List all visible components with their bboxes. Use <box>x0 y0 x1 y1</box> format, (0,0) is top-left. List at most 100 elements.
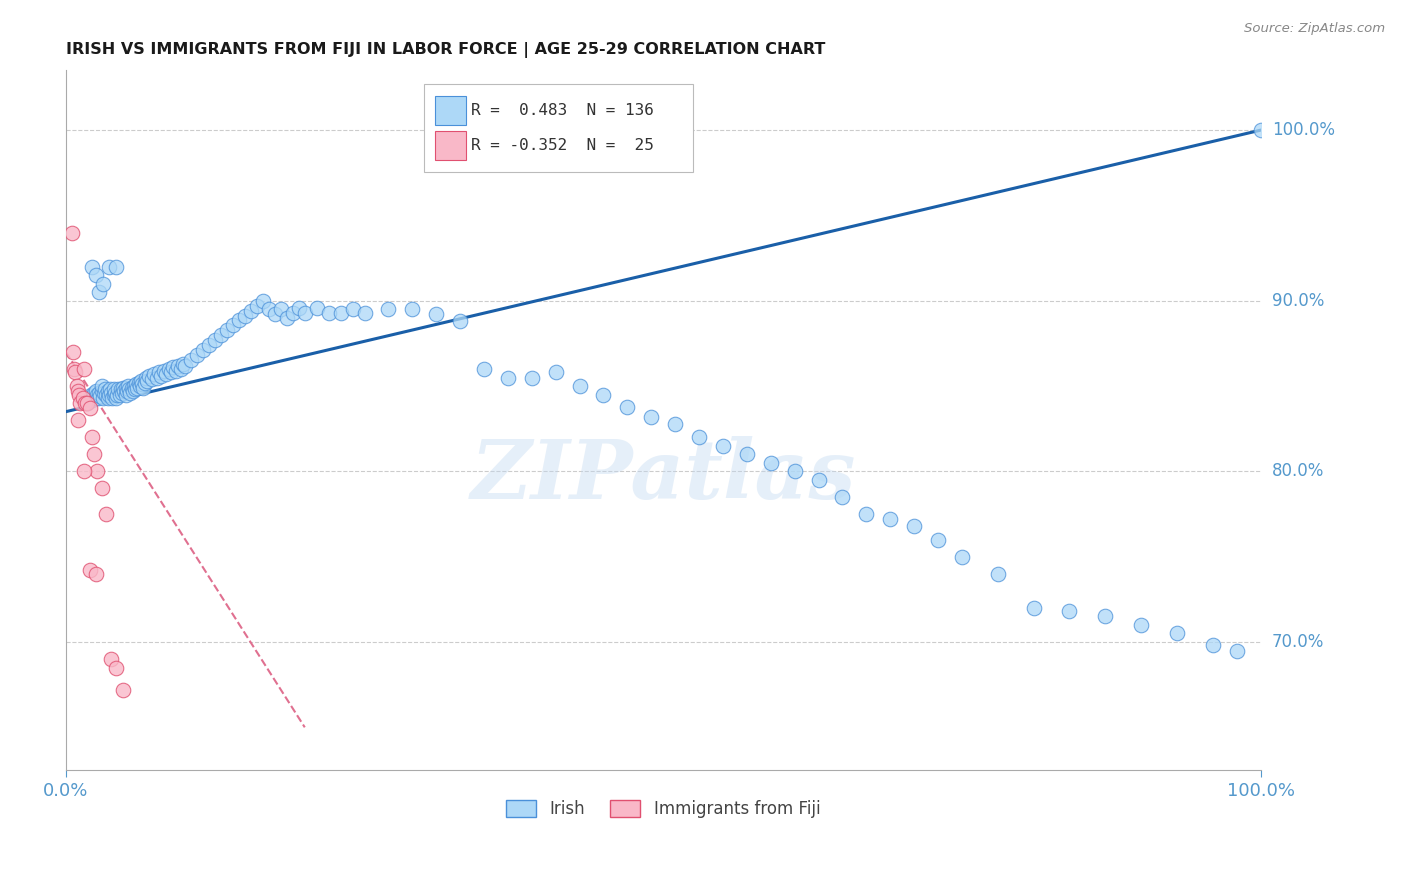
Point <box>1130 618 1153 632</box>
Point <box>281 306 304 320</box>
Text: 70.0%: 70.0% <box>1272 633 1324 651</box>
Point <box>66 413 89 427</box>
Point <box>145 370 167 384</box>
Point <box>96 507 118 521</box>
Point <box>377 302 399 317</box>
Text: 80.0%: 80.0% <box>1272 462 1324 481</box>
Point <box>783 464 806 478</box>
Point <box>342 302 364 317</box>
Point <box>950 549 973 564</box>
Point <box>82 260 104 274</box>
Point <box>62 345 84 359</box>
Point <box>1059 604 1081 618</box>
Point <box>1094 609 1116 624</box>
Point <box>167 359 190 373</box>
Point <box>496 370 519 384</box>
Point <box>73 396 96 410</box>
Point <box>94 383 117 397</box>
Point <box>128 376 150 390</box>
Point <box>73 362 96 376</box>
Point <box>879 512 901 526</box>
Point <box>831 490 853 504</box>
Point <box>72 391 94 405</box>
Point <box>759 456 782 470</box>
Point <box>855 507 877 521</box>
Point <box>1250 123 1272 137</box>
Point <box>84 391 107 405</box>
Text: IRISH VS IMMIGRANTS FROM FIJI IN LABOR FORCE | AGE 25-29 CORRELATION CHART: IRISH VS IMMIGRANTS FROM FIJI IN LABOR F… <box>66 42 825 58</box>
Point <box>264 307 287 321</box>
Point <box>128 379 150 393</box>
Point <box>97 387 120 401</box>
Point <box>186 348 208 362</box>
Point <box>132 381 155 395</box>
Text: ZIPatlas: ZIPatlas <box>471 436 856 516</box>
Text: Source: ZipAtlas.com: Source: ZipAtlas.com <box>1244 22 1385 36</box>
Point <box>114 381 136 395</box>
Point <box>204 333 226 347</box>
Point <box>276 310 298 325</box>
Point <box>640 409 662 424</box>
Point <box>987 566 1010 581</box>
Point <box>141 372 163 386</box>
Point <box>162 360 184 375</box>
Point <box>69 396 91 410</box>
Point <box>664 417 686 431</box>
Point <box>903 519 925 533</box>
Point <box>90 379 112 393</box>
Point <box>104 385 127 400</box>
Point <box>127 381 149 395</box>
Point <box>160 366 183 380</box>
Point <box>111 385 134 400</box>
Point <box>76 396 98 410</box>
Point <box>83 447 105 461</box>
Point <box>76 396 98 410</box>
Point <box>110 383 132 397</box>
Point <box>84 268 107 282</box>
Point <box>1226 643 1249 657</box>
Point <box>93 385 115 400</box>
Point <box>101 391 124 405</box>
Point <box>87 391 110 405</box>
Point <box>288 301 311 315</box>
Point <box>155 367 177 381</box>
Point <box>73 464 96 478</box>
Point <box>65 379 87 393</box>
Point <box>121 381 143 395</box>
Text: 100.0%: 100.0% <box>1272 121 1334 139</box>
Point <box>96 387 118 401</box>
Point <box>329 306 352 320</box>
Point <box>98 383 121 397</box>
Point <box>125 377 148 392</box>
Point <box>91 391 114 405</box>
Point <box>520 370 543 384</box>
Point <box>294 306 316 320</box>
Point <box>927 533 949 547</box>
Point <box>172 357 194 371</box>
Point <box>89 385 111 400</box>
Point <box>79 401 101 416</box>
Point <box>97 391 120 405</box>
Point <box>193 343 215 358</box>
Point <box>63 362 86 376</box>
Point <box>135 370 157 384</box>
Point <box>180 353 202 368</box>
Point <box>97 260 120 274</box>
Point <box>104 260 127 274</box>
Point <box>117 379 139 393</box>
Point <box>66 384 89 399</box>
Point <box>83 385 105 400</box>
Point <box>122 379 145 393</box>
Point <box>100 385 122 400</box>
Point <box>60 226 83 240</box>
Point <box>105 387 128 401</box>
Point <box>150 368 173 383</box>
Point <box>143 367 166 381</box>
Point <box>353 306 375 320</box>
Point <box>112 682 135 697</box>
Point <box>80 387 103 401</box>
Point <box>449 314 471 328</box>
Point <box>240 304 263 318</box>
Point <box>100 652 122 666</box>
Point <box>472 362 495 376</box>
